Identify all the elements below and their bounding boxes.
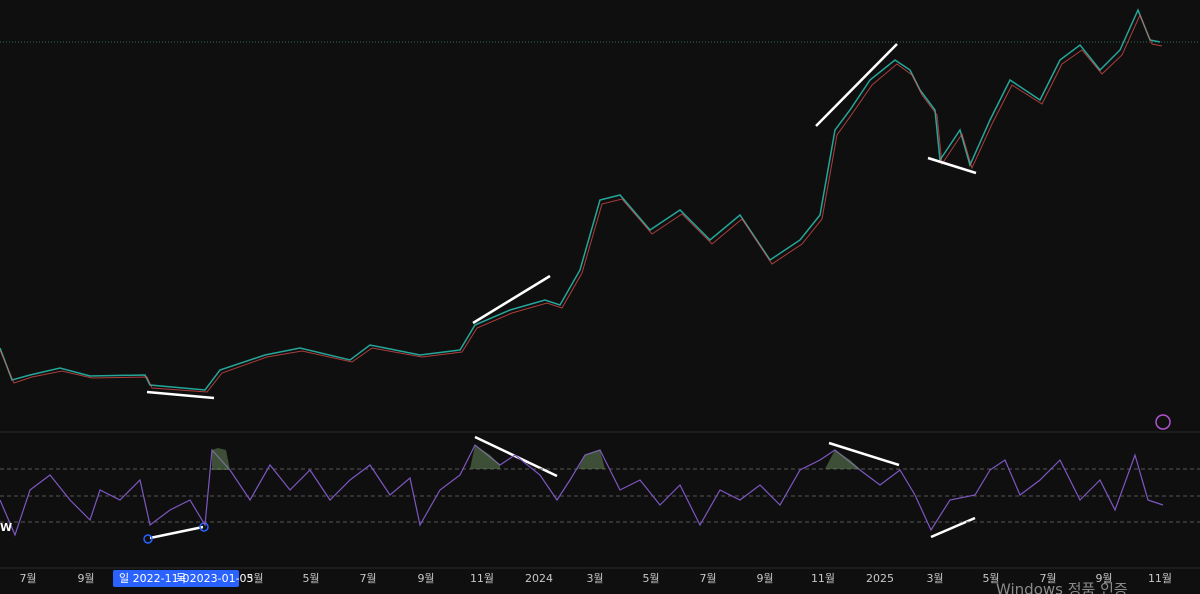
time-label: 3월 (246, 572, 263, 585)
rsi-series (0, 444, 1164, 537)
alert-icon[interactable] (1155, 414, 1171, 430)
time-label: 7월 (1039, 572, 1056, 585)
trend-line (146, 390, 215, 400)
rsi-overbought-fill (825, 450, 860, 469)
time-axis: 7월 9월 3월 5월 7월 9월 11월 2024 3월 5월 7월 9월 11월 2025 3월 5월 7월… (19, 572, 1172, 585)
time-label: 7월 (359, 572, 376, 585)
time-label: 2024 (525, 572, 553, 585)
time-label: 9월 (417, 572, 434, 585)
time-label: 5월 (982, 572, 999, 585)
trend-line (930, 516, 976, 539)
time-label: 11월 (470, 572, 494, 585)
time-label: 2025 (866, 572, 894, 585)
time-label: 5월 (642, 572, 659, 585)
time-label: 9월 (756, 572, 773, 585)
trend-line (927, 156, 977, 175)
rsi-bands (0, 468, 1200, 523)
time-label: 3월 (586, 572, 603, 585)
range-highlight (113, 570, 239, 587)
time-label: 9월 (77, 572, 94, 585)
trend-line (149, 525, 204, 540)
rsi-overbought-fill (212, 448, 230, 470)
time-label: 7월 (19, 572, 36, 585)
time-label: 9월 (1095, 572, 1112, 585)
rsi-overbought-fill (578, 450, 605, 469)
rsi-overbought-fill (470, 445, 500, 469)
price-series (0, 8, 1161, 391)
time-label: 5월 (302, 572, 319, 585)
range-end: 목 2023-01-05 (176, 572, 254, 585)
time-label: 7월 (699, 572, 716, 585)
anchor (143, 534, 153, 544)
pane-label: W (0, 521, 12, 534)
time-label: 11월 (1148, 572, 1172, 585)
price-series-down (0, 13, 1163, 393)
range-start: 일 2022-11-0 (119, 571, 190, 585)
time-label: 11월 (811, 572, 835, 585)
trend-line (828, 441, 900, 467)
trend-line (815, 43, 898, 127)
time-label: 3월 (926, 572, 943, 585)
watermark: Windows 정품 인증 (996, 581, 1128, 594)
trend-line (472, 274, 551, 325)
